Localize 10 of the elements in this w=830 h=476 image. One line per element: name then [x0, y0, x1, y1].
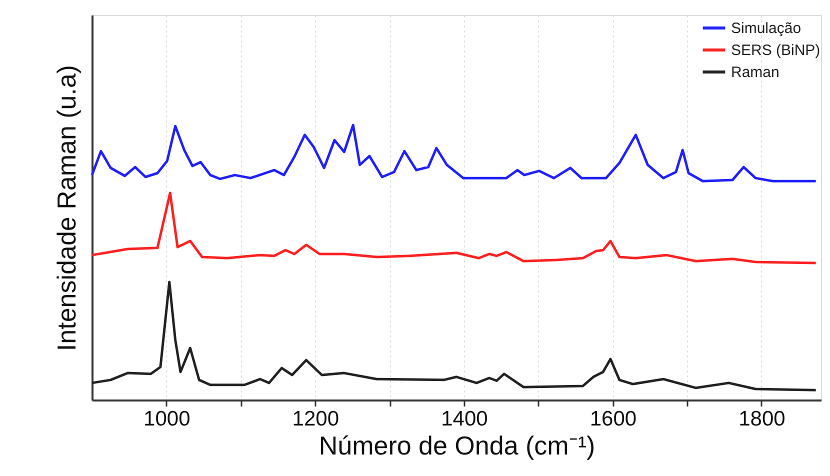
x-tick-label: 1400 [441, 408, 488, 430]
x-tick-label: 1600 [590, 408, 637, 430]
legend-label: Raman [731, 64, 780, 81]
y-axis-title: Intensidade Raman (u.a) [52, 64, 82, 352]
x-axis-title: Número de Onda (cm⁻¹) [318, 430, 596, 460]
x-tick-label: 1800 [738, 408, 786, 430]
legend-label: SERS (BiNP) [731, 42, 820, 59]
x-tick-label: 1000 [144, 408, 190, 430]
legend-label: Simulação [731, 20, 802, 37]
x-tick-label: 1200 [292, 408, 340, 430]
